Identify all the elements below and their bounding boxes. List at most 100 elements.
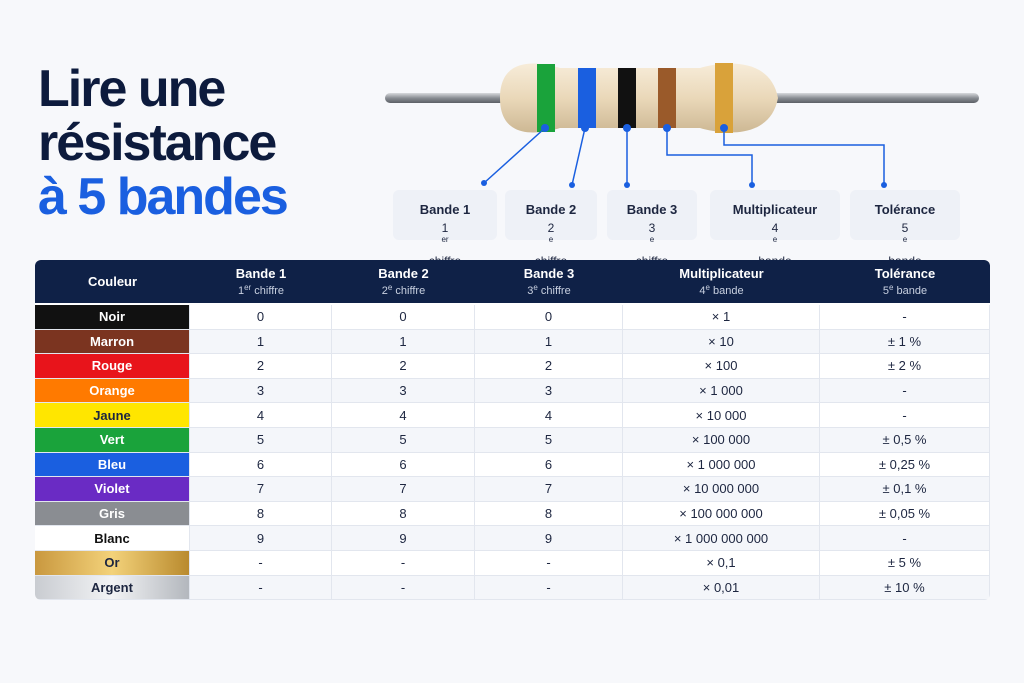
value-cell: 3 — [190, 378, 332, 404]
sub-sup: e — [772, 235, 778, 244]
color-cell: Gris — [35, 501, 190, 527]
sub-num: 4 — [699, 285, 706, 298]
subtitle: 5e bande — [883, 283, 927, 298]
sub-rest: chiffre — [537, 285, 571, 298]
band-label: Bande 22e chiffre — [505, 190, 597, 268]
header-cell: Multiplicateur 4e bande — [623, 260, 821, 303]
value-cell: 2 — [190, 354, 332, 379]
sub-num: 3 — [527, 285, 534, 298]
value-cell: 5 — [190, 428, 332, 453]
value-cell: - — [820, 403, 990, 428]
value-cell: - — [820, 526, 990, 551]
value-cell: ± 10 % — [820, 575, 990, 600]
value-cell: 1 — [475, 329, 623, 355]
sub-num: 5 — [882, 285, 889, 298]
value-cell: × 1 000 000 000 — [623, 526, 820, 551]
header-text: Bande 1 — [235, 265, 287, 281]
value-cell: ± 1 % — [820, 329, 990, 355]
value-cell: × 100 000 — [623, 428, 820, 453]
header-text: Bande 2 — [378, 265, 429, 281]
value-cell: - — [475, 575, 623, 600]
value-cell: 0 — [190, 305, 332, 330]
header-cell: Bande 1 1er chiffre — [190, 260, 333, 303]
sub-sup: e — [705, 282, 710, 292]
value-cell: × 0,1 — [623, 551, 820, 576]
sub-sup: e — [902, 235, 908, 244]
sub-sup: er — [244, 282, 252, 292]
color-cell: Or — [35, 551, 190, 576]
value-cell: 4 — [332, 403, 475, 428]
value-cell: × 10 — [623, 329, 820, 355]
subtitle: 2e chiffre — [382, 283, 425, 298]
value-cell: 8 — [332, 501, 475, 527]
value-cell: 0 — [475, 305, 623, 330]
value-cell: 9 — [190, 526, 332, 551]
value-cell: × 10 000 — [623, 403, 820, 428]
color-cell: Rouge — [35, 354, 190, 379]
header-text: Couleur — [87, 274, 138, 289]
sub-sup: e — [533, 282, 538, 292]
value-cell: × 1 000 — [623, 378, 820, 404]
sub-sup: er — [441, 235, 449, 244]
band-label-title: Bande 3 — [626, 202, 678, 217]
value-cell: 7 — [190, 477, 332, 502]
value-cell: 9 — [475, 526, 623, 551]
value-cell: × 1 000 000 — [623, 452, 820, 478]
value-cell: 7 — [332, 477, 475, 502]
value-cell: - — [332, 551, 475, 576]
color-cell: Jaune — [35, 403, 190, 428]
header-cell: Tolérance 5e bande — [820, 260, 990, 303]
value-cell: - — [190, 551, 332, 576]
sub-rest: bande — [893, 285, 928, 298]
value-cell: ± 0,5 % — [820, 428, 990, 453]
value-cell: 4 — [475, 403, 623, 428]
value-cell: 5 — [332, 428, 475, 453]
value-cell: ± 5 % — [820, 551, 990, 576]
sub-rest: chiffre — [251, 285, 285, 298]
value-cell: 9 — [332, 526, 475, 551]
value-cell: × 10 000 000 — [623, 477, 820, 502]
band-label-title: Bande 1 — [419, 202, 471, 217]
title-line: résistance — [38, 114, 277, 172]
value-cell: ± 0,1 % — [820, 477, 990, 502]
value-cell: - — [332, 575, 475, 600]
color-cell: Noir — [35, 305, 190, 330]
subtitle: 1er chiffre — [238, 283, 284, 298]
value-cell: 3 — [475, 378, 623, 404]
header-text: Tolérance — [874, 265, 936, 281]
value-cell: 4 — [190, 403, 332, 428]
header-text: Bande 3 — [523, 265, 575, 281]
value-cell: 2 — [475, 354, 623, 379]
subtitle: 4e bande — [699, 283, 743, 298]
value-cell: 1 — [190, 329, 332, 355]
sub-sup: e — [548, 235, 554, 244]
value-cell: 6 — [475, 452, 623, 478]
header-cell: Bande 3 3e chiffre — [475, 260, 624, 303]
value-cell: × 1 — [623, 305, 820, 330]
sub-num: 4 — [771, 221, 779, 235]
value-cell: ± 2 % — [820, 354, 990, 379]
subtitle: 3e chiffre — [527, 283, 570, 298]
value-cell: 8 — [190, 501, 332, 527]
value-cell: ± 0,05 % — [820, 501, 990, 527]
band-label: Bande 33e chiffre — [607, 190, 697, 268]
value-cell: - — [475, 551, 623, 576]
sub-sup: e — [889, 282, 894, 292]
header-cell: Couleur — [35, 260, 191, 303]
value-cell: × 0,01 — [623, 575, 820, 600]
sub-sup: e — [387, 282, 393, 292]
sub-num: 2 — [381, 285, 388, 298]
sub-num: 1 — [237, 285, 245, 298]
value-cell: × 100 — [623, 354, 820, 379]
value-cell: ± 0,25 % — [820, 452, 990, 478]
value-cell: 3 — [332, 378, 475, 404]
header-cell: Bande 2 2e chiffre — [332, 260, 476, 303]
band-label-title: Bande 2 — [525, 202, 577, 217]
sub-sup: e — [649, 235, 655, 244]
sub-rest: chiffre — [392, 285, 426, 298]
sub-num: 5 — [901, 221, 909, 235]
value-cell: 8 — [475, 501, 623, 527]
